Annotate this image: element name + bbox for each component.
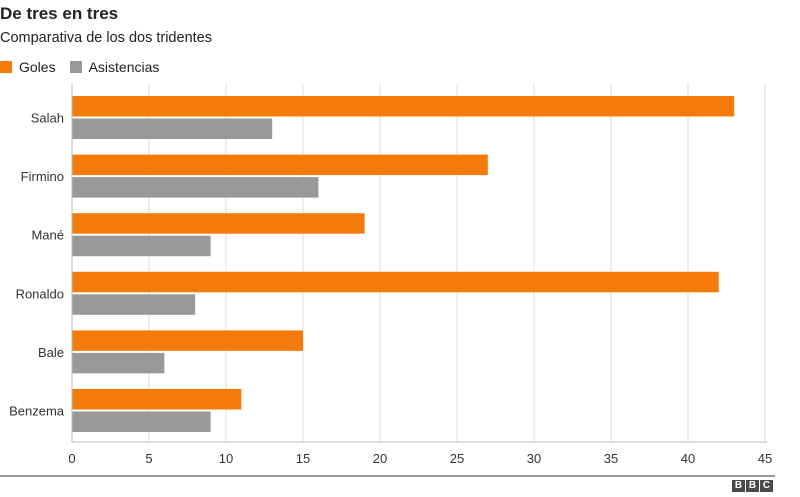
bar-asistencias — [72, 177, 319, 198]
legend-item-asistencias: Asistencias — [69, 59, 160, 75]
bar-goles — [72, 330, 303, 351]
bar-asistencias — [72, 235, 211, 257]
y-category-label: Firmino — [21, 169, 64, 184]
x-tick-label: 15 — [296, 451, 310, 466]
bar-goles — [72, 389, 242, 410]
y-category-label: Ronaldo — [16, 286, 64, 301]
bar-asistencias — [72, 294, 196, 315]
bar-goles — [72, 96, 735, 117]
bar-asistencias — [72, 352, 165, 374]
x-tick-label: 40 — [681, 451, 695, 466]
y-category-label: Mané — [31, 228, 64, 243]
chart-title: De tres en tres — [0, 4, 119, 23]
x-tick-label: 20 — [373, 451, 387, 466]
y-category-label: Benzema — [9, 404, 65, 419]
x-tick-label: 5 — [145, 451, 152, 466]
bar-goles — [72, 271, 719, 293]
bbc-logo-letter: C — [760, 480, 773, 492]
legend-label-goles: Goles — [19, 59, 56, 75]
bar-asistencias — [72, 411, 211, 432]
bar-goles — [72, 213, 365, 234]
bar-goles — [72, 154, 488, 176]
legend-item-goles: Goles — [0, 59, 56, 75]
y-category-label: Salah — [31, 111, 64, 126]
legend-swatch-asistencias — [69, 61, 82, 73]
bbc-logo-letter: B — [746, 480, 759, 492]
bbc-logo-letter: B — [732, 480, 745, 492]
y-category-label: Bale — [38, 345, 64, 360]
x-tick-label: 10 — [219, 451, 233, 466]
x-tick-label: 25 — [450, 451, 464, 466]
x-tick-label: 35 — [604, 451, 618, 466]
x-tick-label: 30 — [527, 451, 541, 466]
bbc-logo: B B C — [732, 480, 773, 492]
legend-label-asistencias: Asistencias — [88, 59, 160, 75]
x-tick-label: 0 — [68, 451, 75, 466]
legend-swatch-goles — [0, 61, 12, 73]
x-tick-label: 45 — [758, 451, 772, 466]
chart-legend: Goles Asistencias — [0, 59, 173, 75]
bar-asistencias — [72, 118, 273, 139]
chart-subtitle: Comparativa de los dos tridentes — [0, 30, 212, 46]
